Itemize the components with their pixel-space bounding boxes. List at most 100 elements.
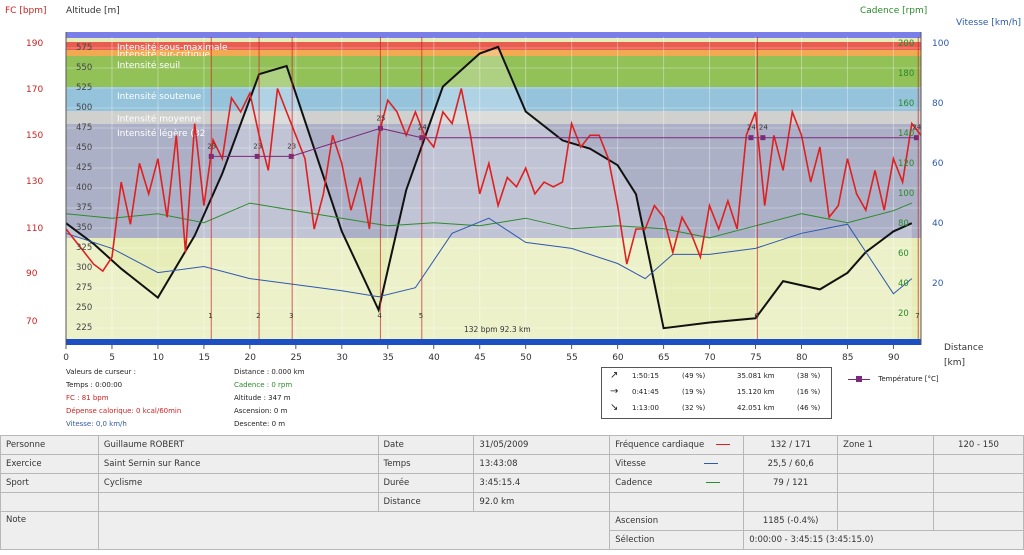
cursor-descent: Descente: 0 m <box>234 420 286 428</box>
slope-pct-time: (49 %) <box>682 372 706 380</box>
fc-tick: 170 <box>26 85 43 95</box>
zone-label: Intensité moyenne <box>117 114 202 125</box>
altitude-tick: 550 <box>76 63 92 73</box>
altitude-tick: 425 <box>76 163 92 173</box>
zone-label: Intensité soutenue <box>117 91 202 102</box>
altitude-tick: 325 <box>76 243 92 253</box>
person-label: Personne <box>0 435 99 455</box>
cadence-tick: 60 <box>898 249 909 259</box>
cadence-axis-title: Cadence [rpm] <box>860 6 928 16</box>
speed-axis-title: Vitesse [km/h] <box>956 18 1022 28</box>
temperature-point <box>288 153 294 159</box>
speed-line <box>65 217 913 298</box>
cursor-values-left: Valeurs de curseur : Temps : 0:00:00 FC … <box>66 366 181 431</box>
cadence-tick: 160 <box>898 99 914 109</box>
note-label: Note <box>0 511 99 550</box>
lap-label: 7 <box>915 312 919 320</box>
slope-time: 0:41:45 <box>632 388 659 396</box>
cursor-fc: FC : 81 bpm <box>66 394 109 402</box>
distance-tick: 25 <box>290 353 301 363</box>
hr-value: 132 / 171 <box>743 435 839 455</box>
altitude-tick: 275 <box>76 283 92 293</box>
distance-tick: 55 <box>566 353 577 363</box>
distance-tick: 50 <box>520 353 532 363</box>
distance-tick: 30 <box>336 353 348 363</box>
speed-tick: 20 <box>932 279 944 289</box>
sport-label: Sport <box>0 473 99 493</box>
speed-tick: 40 <box>932 219 944 229</box>
speed-tick: 80 <box>932 99 944 109</box>
distance-axis-title: Distance <box>944 343 984 353</box>
fc-tick: 70 <box>26 317 38 327</box>
cadence-tick: 100 <box>898 189 914 199</box>
fc-tick: 150 <box>26 131 43 141</box>
zone-label: Intensité sur-critique <box>117 49 211 60</box>
cursor-title: Valeurs de curseur : <box>66 368 136 376</box>
altitude-tick: 450 <box>76 143 92 153</box>
top-band <box>66 32 921 38</box>
zone-band <box>66 87 921 111</box>
info-row: Note Ascension 1185 (-0.4%) <box>0 511 1024 550</box>
distance-tick: 80 <box>796 353 808 363</box>
arrow-down-right-icon: ↘ <box>610 402 619 413</box>
time-value: 13:43:08 <box>473 454 611 474</box>
distance-axis-unit: [km] <box>944 358 966 368</box>
temperature-legend[interactable]: Température [°C] <box>848 375 939 383</box>
note-field[interactable] <box>97 511 611 550</box>
slope-pct-dist: (16 %) <box>797 388 821 396</box>
slope-dist: 35.081 km <box>737 372 775 380</box>
altitude-tick: 400 <box>76 183 92 193</box>
temperature-legend-label: Température [°C] <box>878 375 939 383</box>
selection-label: Sélection <box>609 530 745 550</box>
chart-series <box>65 45 922 339</box>
slope-summary-box: ↗ 1:50:15 (49 %) 35.081 km (38 %) → 0:41… <box>601 367 832 419</box>
average-label: 132 bpm 92.3 km <box>464 325 531 334</box>
cursor-values-right: Distance : 0.000 km Cadence : 0 rpm Alti… <box>234 366 305 431</box>
slope-row-flat: → 0:41:45 (19 %) 15.120 km (16 %) <box>602 384 831 400</box>
arrow-right-icon: → <box>610 386 619 397</box>
distance-tick: 65 <box>658 353 669 363</box>
date-label: Date <box>377 435 475 455</box>
distance-tick: 85 <box>842 353 853 363</box>
exercise-label: Exercice <box>0 454 99 474</box>
slope-dist: 42.051 km <box>737 404 775 412</box>
cursor-time: Temps : 0:00:00 <box>66 381 123 389</box>
temperature-point <box>760 135 766 141</box>
slope-time: 1:50:15 <box>632 372 659 380</box>
info-row: Distance 92.0 km <box>0 492 1024 512</box>
cadence-tick: 40 <box>898 279 909 289</box>
duration-value: 3:45:15.4 <box>473 473 611 493</box>
slope-pct-time: (19 %) <box>682 388 706 396</box>
temperature-label: 24 <box>759 124 768 132</box>
cursor-ascent: Ascension: 0 m <box>234 407 288 415</box>
zone-label: Intensité légère (32 <box>117 128 205 139</box>
info-row: Sélection 0:00:00 - 3:45:15 (3:45:15.0) <box>1 530 1024 550</box>
distance-tick: 35 <box>382 353 393 363</box>
cadence-label: Cadence <box>609 473 745 493</box>
zone-label: Intensité seuil <box>117 60 180 71</box>
cadence-swatch-icon <box>706 482 721 483</box>
cursor-speed: Vitesse: 0,0 km/h <box>66 420 127 428</box>
fc-line <box>65 88 922 273</box>
fc-tick: 90 <box>26 269 38 279</box>
altitude-tick: 375 <box>76 203 92 213</box>
slope-pct-dist: (46 %) <box>797 404 821 412</box>
distance-tick: 20 <box>244 353 256 363</box>
fc-tick: 130 <box>26 177 43 187</box>
altitude-tick: 475 <box>76 123 92 133</box>
bottom-band <box>66 339 921 345</box>
arrow-up-right-icon: ↗ <box>610 370 619 381</box>
altitude-tick: 250 <box>76 303 92 313</box>
speed-swatch-icon <box>703 463 718 464</box>
info-row: Personne Guillaume ROBERT Date 31/05/200… <box>0 435 1024 455</box>
exercise-value: Saint Sernin sur Rance <box>97 454 379 474</box>
temperature-legend-swatch <box>848 375 870 382</box>
zone-band <box>66 56 921 87</box>
cadence-tick: 140 <box>898 129 914 139</box>
altitude-tick: 500 <box>76 103 92 113</box>
info-row: Exercice Saint Sernin sur Rance Temps 13… <box>0 454 1024 474</box>
fc-axis-title: FC [bpm] <box>5 6 47 16</box>
temperature-label: 24 <box>418 124 427 132</box>
slope-pct-dist: (38 %) <box>797 372 821 380</box>
